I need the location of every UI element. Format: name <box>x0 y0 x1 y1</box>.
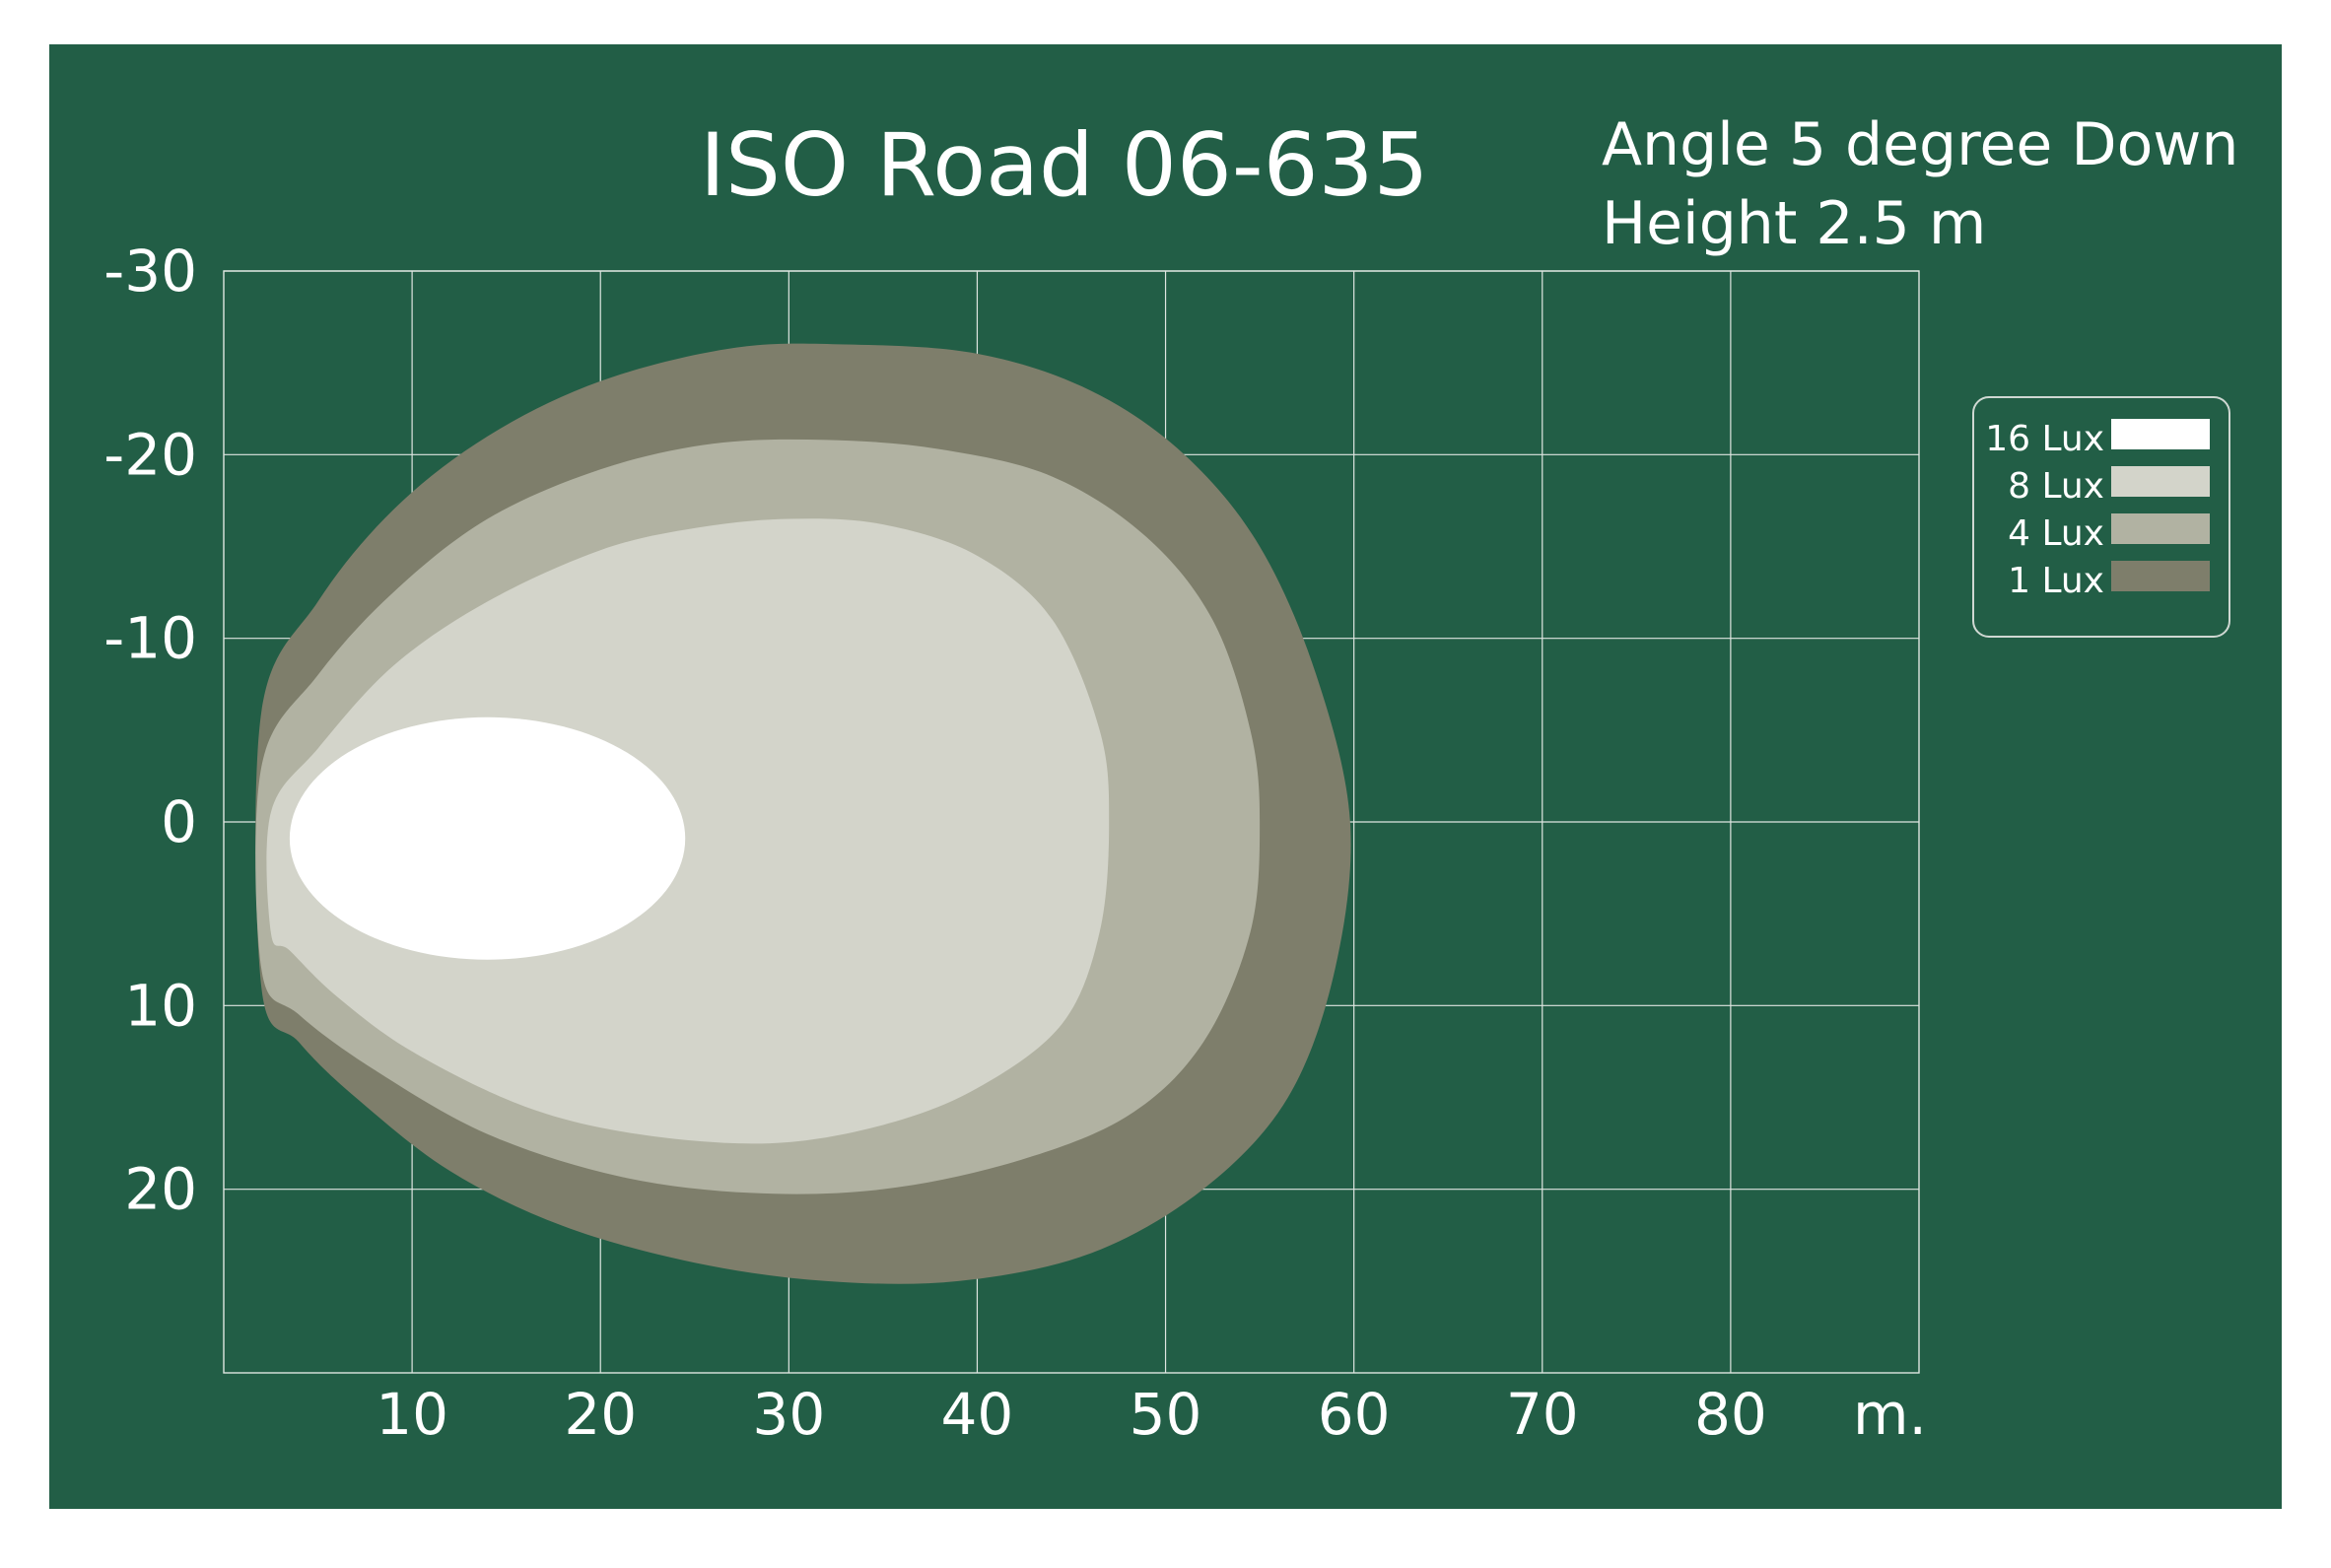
x-tick-label: 30 <box>752 1381 825 1448</box>
y-tick-label: -10 <box>103 605 197 672</box>
legend-swatch <box>2111 561 2210 591</box>
subtitle-height: Height 2.5 m <box>1602 189 1986 258</box>
legend-swatch <box>2111 513 2210 544</box>
legend-swatch <box>2111 466 2210 497</box>
y-tick-label: -20 <box>103 421 197 488</box>
y-tick-label: -30 <box>103 238 197 305</box>
legend-label: 16 Lux <box>1985 419 2104 459</box>
subtitle-angle: Angle 5 degree Down <box>1602 110 2238 179</box>
x-unit-label: m. <box>1853 1381 1927 1448</box>
chart-title: ISO Road 06-635 <box>700 114 1429 216</box>
isolux-areas <box>255 343 1351 1284</box>
legend-swatch <box>2111 419 2210 449</box>
legend-label: 1 Lux <box>2008 561 2104 601</box>
x-tick-label: 40 <box>941 1381 1014 1448</box>
legend-frame <box>1972 396 2230 638</box>
tick-labels: 10 20 30 40 50 60 70 80 -30 -20 -10 0 10 20 <box>103 238 1767 1448</box>
legend-label: 8 Lux <box>2008 466 2104 507</box>
x-tick-label: 10 <box>376 1381 448 1448</box>
y-tick-label: 0 <box>161 788 197 855</box>
area-16-lux <box>289 716 686 960</box>
x-tick-label: 60 <box>1318 1381 1391 1448</box>
x-tick-label: 20 <box>564 1381 637 1448</box>
area-8-lux <box>266 518 1110 1144</box>
x-tick-label: 50 <box>1130 1381 1202 1448</box>
legend: 16 Lux 8 Lux 4 Lux 1 Lux <box>1972 396 2230 638</box>
y-tick-label: 10 <box>124 972 197 1039</box>
y-tick-label: 20 <box>124 1156 197 1223</box>
x-tick-label: 80 <box>1694 1381 1767 1448</box>
legend-label: 4 Lux <box>2008 513 2104 554</box>
x-tick-label: 70 <box>1506 1381 1579 1448</box>
